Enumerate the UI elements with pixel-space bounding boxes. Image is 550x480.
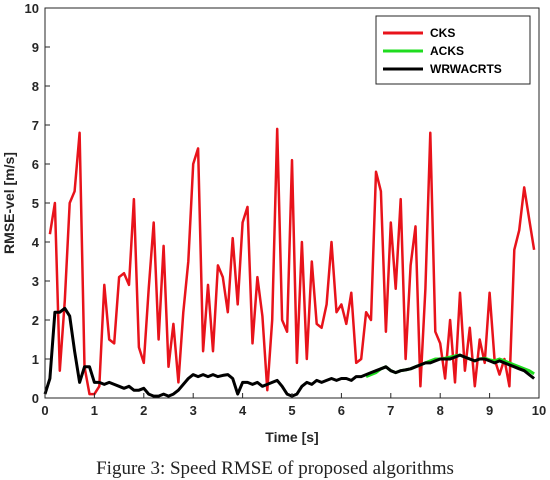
y-tick-label: 10: [25, 1, 39, 16]
x-tick-label: 2: [140, 403, 147, 418]
x-axis-title: Time [s]: [265, 429, 318, 445]
y-axis-title: RMSE-vel [m/s]: [1, 152, 17, 254]
x-tick-label: 7: [387, 403, 394, 418]
y-tick-label: 5: [32, 196, 39, 211]
y-tick-label: 2: [32, 313, 39, 328]
x-tick-label: 4: [239, 403, 247, 418]
y-tick-label: 6: [32, 157, 39, 172]
y-tick-label: 4: [32, 235, 40, 250]
series-line-cks: [48, 127, 536, 396]
legend-label-acks: ACKS: [430, 44, 464, 58]
y-tick-label: 7: [32, 118, 39, 133]
y-tick-label: 1: [32, 352, 39, 367]
series-lines: [43, 127, 536, 398]
x-tick-label: 9: [486, 403, 493, 418]
x-tick-label: 0: [41, 403, 48, 418]
x-tick-label: 1: [91, 403, 98, 418]
y-tick-label: 0: [32, 391, 39, 406]
x-tick-label: 10: [532, 403, 546, 418]
y-tick-label: 3: [32, 274, 39, 289]
x-tick-label: 3: [190, 403, 197, 418]
series-line-wrwacrts: [43, 306, 536, 398]
y-tick-label: 9: [32, 40, 39, 55]
legend: CKS ACKS WRWACRTS: [375, 15, 531, 85]
x-tick-label: 6: [338, 403, 345, 418]
x-tick-label: 8: [437, 403, 444, 418]
legend-label-wrwacrts: WRWACRTS: [430, 62, 502, 76]
legend-label-cks: CKS: [430, 26, 455, 40]
y-tick-label: 8: [32, 79, 39, 94]
axis-ticks: 0 1 2 3 4 5 6 7 8 9 10 0 1 2 3 4 5 6 7 8 9 10: [25, 1, 547, 418]
x-tick-label: 5: [288, 403, 295, 418]
figure-caption: Figure 3: Speed RMSE of proposed algorit…: [96, 458, 454, 479]
